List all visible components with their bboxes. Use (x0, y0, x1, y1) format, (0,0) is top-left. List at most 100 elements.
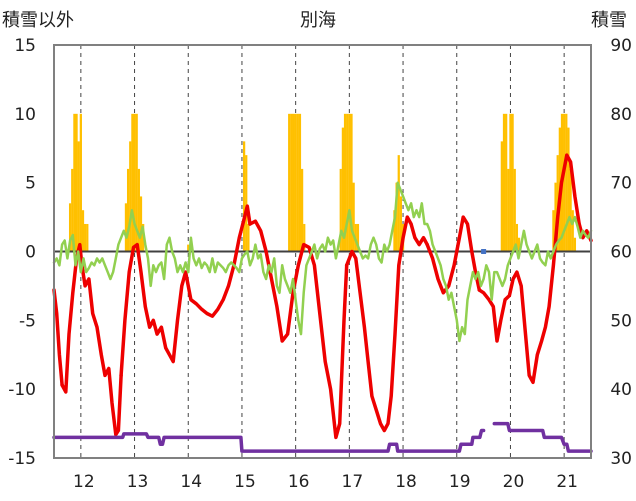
snow-bar (509, 113, 512, 252)
snow-bar (288, 113, 291, 252)
snow-bar (511, 113, 514, 252)
x-tick-label: 13 (127, 472, 149, 492)
snow-bar (300, 168, 304, 252)
snow-bar (298, 113, 302, 252)
snow-bar (139, 196, 143, 252)
snow-bar (79, 113, 82, 252)
snow-bar (502, 113, 506, 252)
snow-bar (294, 113, 297, 252)
snow-bar (133, 113, 136, 252)
left-tick-label: 10 (14, 105, 36, 125)
x-tick-label: 19 (449, 472, 471, 492)
right-tick-label: 40 (610, 380, 632, 400)
snow-bar (339, 168, 342, 252)
series-line-0 (52, 288, 64, 387)
snow-bar (567, 127, 570, 252)
snow-bar (247, 223, 250, 252)
series-line-0 (477, 153, 593, 385)
right-axis-title: 積雪 (591, 10, 627, 31)
snow-bar (505, 113, 508, 252)
x-tick-label: 15 (234, 472, 256, 492)
right-tick-label: 60 (610, 243, 632, 263)
snow-bar (129, 141, 132, 252)
data-lines (52, 153, 593, 453)
snow-bar (563, 113, 566, 252)
left-tick-label: -10 (8, 380, 36, 400)
snow-bar (245, 155, 248, 252)
right-tick-label: 80 (610, 105, 632, 125)
marker (481, 249, 487, 254)
left-tick-label: -5 (19, 311, 36, 331)
left-axis-title: 積雪以外 (2, 10, 74, 31)
snow-bar (303, 223, 306, 252)
snow-bar (399, 196, 403, 252)
snow-bar (517, 237, 521, 252)
right-tick-labels: 90 80 70 60 50 40 30 (610, 36, 632, 469)
snow-bar (84, 223, 87, 252)
x-tick-label: 18 (395, 472, 417, 492)
markers (481, 249, 487, 254)
chart-title: 別海 (300, 10, 336, 31)
series-line-0 (60, 242, 123, 437)
snow-bar (397, 155, 400, 252)
series-line-2 (492, 421, 593, 453)
snow-bar (131, 113, 134, 252)
left-tick-label: 5 (25, 174, 36, 194)
snow-bar (86, 223, 89, 252)
snow-bar (350, 113, 353, 252)
snow-bar (135, 113, 138, 252)
snow-bar (68, 203, 72, 252)
right-tick-label: 50 (610, 311, 632, 331)
x-tick-label: 17 (342, 472, 364, 492)
snow-bar (341, 127, 345, 252)
snow-bar (569, 168, 572, 252)
snow-bar (292, 113, 295, 252)
snow-bar (352, 182, 355, 252)
right-tick-label: 90 (610, 36, 632, 56)
grid-lines (80, 45, 565, 458)
left-tick-labels: 15 10 5 0 -5 -10 -15 (8, 36, 36, 469)
x-tick-labels: 12 13 14 15 16 17 18 19 20 21 (73, 472, 578, 492)
snow-bar (554, 182, 557, 252)
x-tick-label: 21 (556, 472, 578, 492)
snow-bar (356, 223, 360, 252)
snow-bar (77, 141, 80, 252)
snow-bar (500, 141, 503, 252)
snow-bar (513, 168, 516, 252)
snow-bar (346, 113, 349, 252)
left-tick-label: -15 (8, 449, 36, 469)
series-line-1 (52, 181, 593, 343)
snow-bar (348, 113, 351, 252)
snow-bar (137, 168, 140, 252)
snow-bar (552, 210, 555, 252)
snow-bar (73, 113, 76, 252)
x-tick-label: 16 (288, 472, 310, 492)
plot-frame (53, 44, 592, 459)
snow-bar (71, 168, 74, 252)
snow-bar (75, 113, 78, 252)
series-line-2 (52, 428, 486, 453)
snow-bar (573, 237, 577, 252)
snow-bars (68, 113, 577, 252)
left-tick-label: 0 (25, 243, 36, 263)
snow-bar (565, 113, 568, 252)
snow-bar (187, 244, 190, 252)
left-tick-label: 15 (14, 36, 36, 56)
snow-bar (126, 168, 130, 252)
x-tick-label: 12 (73, 472, 95, 492)
x-tick-label: 20 (503, 472, 525, 492)
snow-bar (343, 113, 347, 252)
snow-bar (507, 168, 510, 252)
snow-bar (515, 223, 519, 252)
snow-bar (571, 210, 574, 252)
right-tick-label: 70 (610, 174, 632, 194)
series-line-0 (425, 215, 482, 295)
snow-bar (395, 182, 398, 252)
snow-bar (290, 113, 293, 252)
snow-bar (81, 210, 85, 252)
snow-bar (296, 113, 299, 252)
snow-bar (242, 141, 246, 252)
x-tick-label: 14 (180, 472, 202, 492)
snow-bar (124, 203, 128, 252)
